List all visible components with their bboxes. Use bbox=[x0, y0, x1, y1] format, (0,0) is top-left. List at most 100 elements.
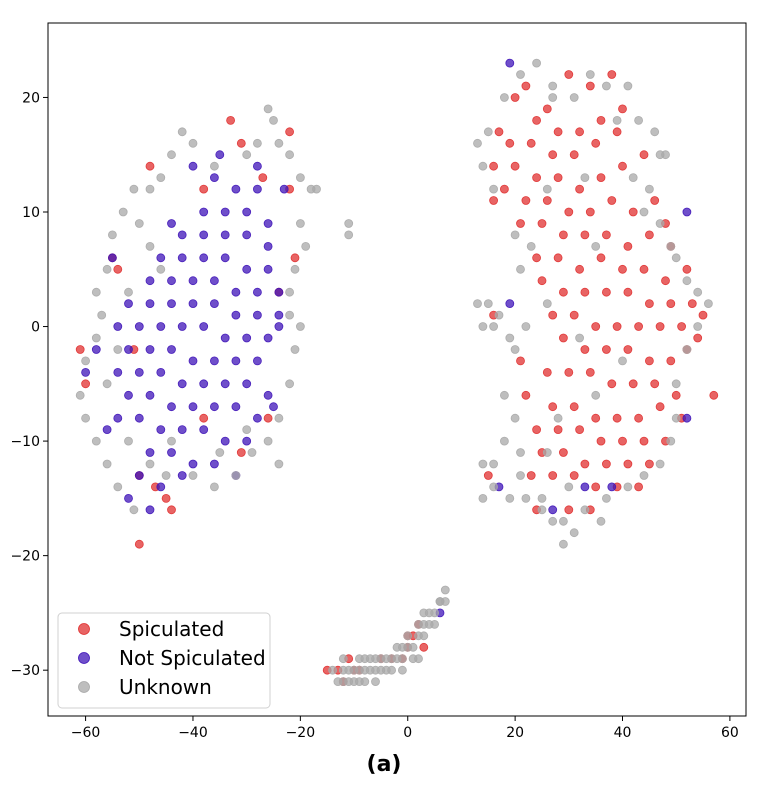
point-not-spiculated-84 bbox=[91, 345, 101, 354]
point-not-spiculated-18 bbox=[242, 264, 252, 274]
point-unknown-52 bbox=[269, 116, 278, 125]
point-not-spiculated-33 bbox=[252, 310, 262, 320]
point-not-spiculated-97 bbox=[682, 207, 692, 217]
point-unknown-69 bbox=[634, 116, 643, 125]
point-spiculated-52 bbox=[537, 276, 547, 286]
point-unknown-104 bbox=[483, 299, 493, 309]
point-not-spiculated-68 bbox=[177, 425, 187, 435]
y-axis: −30 −20 −10 0 10 20 bbox=[10, 90, 48, 679]
point-unknown-2 bbox=[209, 161, 219, 171]
point-spiculated-73 bbox=[645, 356, 654, 366]
point-not-spiculated-54 bbox=[199, 379, 209, 389]
point-unknown-15 bbox=[295, 322, 305, 331]
point-spiculated-29 bbox=[564, 207, 574, 217]
point-spiculated-102 bbox=[602, 459, 611, 469]
point-not-spiculated-5 bbox=[220, 207, 230, 217]
point-unknown-47 bbox=[113, 345, 123, 354]
point-unknown-169 bbox=[387, 665, 397, 675]
point-spiculated-74 bbox=[666, 356, 676, 366]
point-spiculated-66 bbox=[655, 322, 665, 331]
point-spiculated-85 bbox=[548, 402, 558, 412]
point-unknown-111 bbox=[542, 184, 552, 194]
point-not-spiculated-25 bbox=[252, 287, 262, 297]
point-unknown-73 bbox=[645, 184, 654, 194]
point-not-spiculated-49 bbox=[252, 356, 262, 366]
point-unknown-131 bbox=[612, 116, 622, 125]
point-spiculated-58 bbox=[666, 299, 676, 309]
point-not-spiculated-94 bbox=[607, 482, 617, 492]
figure-caption: (a) bbox=[366, 752, 402, 777]
point-unknown-56 bbox=[215, 448, 225, 457]
point-not-spiculated-55 bbox=[220, 379, 230, 389]
point-spiculated-45 bbox=[553, 253, 563, 263]
y-tick-label--20: −20 bbox=[10, 549, 40, 565]
y-tick-label-20: 20 bbox=[22, 90, 40, 106]
point-not-spiculated-60 bbox=[167, 402, 176, 412]
point-spiculated-88 bbox=[612, 413, 622, 423]
point-unknown-66 bbox=[569, 93, 579, 102]
point-unknown-5 bbox=[274, 138, 284, 148]
point-unknown-95 bbox=[489, 482, 499, 492]
point-unknown-74 bbox=[639, 207, 649, 217]
point-spiculated-50 bbox=[661, 276, 670, 286]
point-unknown-114 bbox=[591, 390, 601, 400]
point-unknown-28 bbox=[102, 459, 112, 469]
point-spiculated-101 bbox=[580, 459, 590, 469]
point-spiculated-64 bbox=[612, 322, 622, 331]
point-unknown-172 bbox=[419, 608, 429, 618]
point-unknown-50 bbox=[167, 436, 176, 446]
point-unknown-63 bbox=[516, 70, 525, 79]
point-unknown-62 bbox=[499, 93, 509, 102]
point-not-spiculated-96 bbox=[682, 413, 692, 423]
point-unknown-82 bbox=[682, 345, 692, 354]
y-tick-label--30: −30 bbox=[10, 663, 40, 679]
point-unknown-46 bbox=[124, 287, 133, 297]
point-unknown-112 bbox=[542, 299, 552, 309]
point-not-spiculated-26 bbox=[274, 287, 284, 297]
point-not-spiculated-7 bbox=[263, 219, 273, 228]
point-unknown-170 bbox=[397, 654, 407, 664]
point-spiculated-105 bbox=[526, 471, 536, 480]
point-unknown-134 bbox=[328, 665, 338, 675]
point-spiculated-138 bbox=[199, 413, 209, 423]
point-spiculated-72 bbox=[623, 345, 633, 354]
point-unknown-42 bbox=[167, 150, 176, 160]
point-spiculated-82 bbox=[650, 379, 660, 389]
point-spiculated-69 bbox=[559, 333, 568, 343]
point-not-spiculated-86 bbox=[252, 161, 262, 171]
point-spiculated-42 bbox=[645, 230, 654, 240]
point-spiculated-96 bbox=[618, 436, 627, 446]
point-unknown-26 bbox=[129, 505, 139, 515]
point-not-spiculated-2 bbox=[231, 184, 241, 194]
point-not-spiculated-90 bbox=[81, 367, 90, 377]
point-spiculated-100 bbox=[559, 448, 568, 457]
point-unknown-45 bbox=[156, 264, 166, 274]
point-unknown-13 bbox=[285, 287, 295, 297]
point-spiculated-27 bbox=[521, 196, 531, 205]
x-tick-label-60: 60 bbox=[721, 725, 739, 741]
point-not-spiculated-35 bbox=[113, 322, 123, 331]
point-spiculated-37 bbox=[537, 219, 547, 228]
point-unknown-36 bbox=[102, 264, 112, 274]
legend-label-spiculated: Spiculated bbox=[119, 617, 224, 641]
point-not-spiculated-11 bbox=[220, 230, 230, 240]
point-spiculated-65 bbox=[634, 322, 643, 331]
point-not-spiculated-21 bbox=[167, 276, 176, 286]
legend-box bbox=[57, 612, 271, 709]
point-unknown-120 bbox=[510, 413, 520, 423]
point-unknown-33 bbox=[91, 333, 101, 343]
point-unknown-58 bbox=[483, 127, 493, 137]
point-not-spiculated-45 bbox=[167, 345, 176, 354]
point-unknown-9 bbox=[312, 184, 321, 194]
point-unknown-147 bbox=[408, 642, 418, 652]
point-unknown-102 bbox=[478, 322, 488, 331]
point-not-spiculated-3 bbox=[252, 184, 262, 194]
point-unknown-101 bbox=[489, 322, 499, 331]
point-unknown-156 bbox=[440, 585, 450, 595]
point-spiculated-41 bbox=[623, 241, 633, 251]
point-not-spiculated-92 bbox=[505, 299, 515, 309]
point-not-spiculated-81 bbox=[124, 493, 133, 503]
point-not-spiculated-43 bbox=[124, 345, 133, 354]
point-unknown-14 bbox=[285, 310, 295, 320]
point-spiculated-123 bbox=[134, 539, 144, 549]
